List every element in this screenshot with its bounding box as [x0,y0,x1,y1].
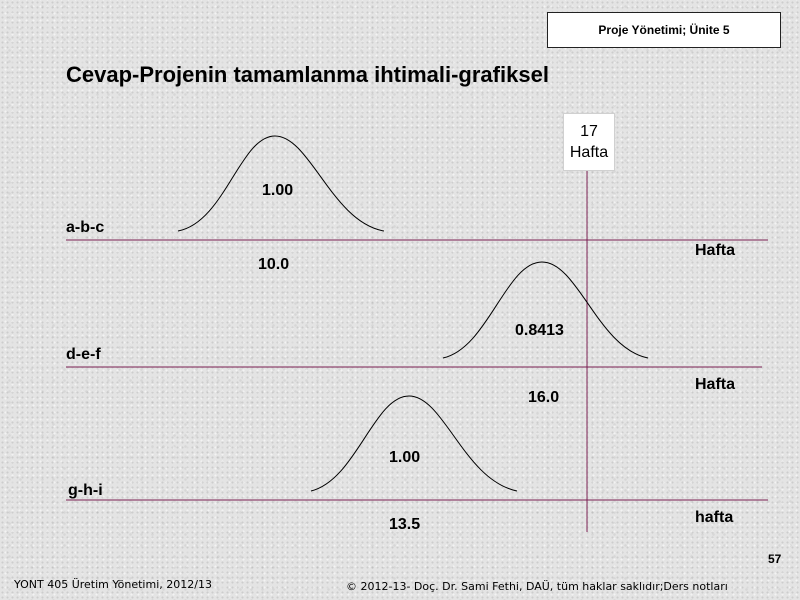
unit-label-abc: Hafta [695,242,736,259]
unit-label-ghi: hafta [695,509,734,526]
path-label-def: d-e-f [66,346,101,363]
target-week-unit: Hafta [569,144,609,161]
target-week-box: 17 Hafta [563,113,615,171]
course-header-text: Proje Yönetimi; Ünite 5 [598,23,730,37]
mean-label-def: 16.0 [528,389,560,406]
unit-label-def: Hafta [695,376,736,393]
probability-label-ghi: 1.00 [389,449,421,466]
target-week-value: 17 [580,123,598,140]
normal-curve-abc [177,135,385,232]
footer-copyright: © 2012-13- Doç. Dr. Sami Fethi, DAÜ, tüm… [346,580,728,593]
path-label-abc: a-b-c [66,219,105,236]
footer-course: YONT 405 Üretim Yönetimi, 2012/13 [14,578,212,591]
normal-curve-def [442,261,649,359]
normal-curve-ghi [310,395,518,492]
slide-number: 57 [768,552,782,566]
mean-label-abc: 10.0 [258,256,290,273]
slide-title: Cevap-Projenin tamamlanma ihtimali-grafi… [66,62,549,87]
probability-label-abc: 1.00 [262,182,294,199]
probability-label-def: 0.8413 [515,322,564,339]
mean-label-ghi: 13.5 [389,516,421,533]
course-header-box: Proje Yönetimi; Ünite 5 [547,12,781,48]
path-label-ghi: g-h-i [68,482,103,499]
